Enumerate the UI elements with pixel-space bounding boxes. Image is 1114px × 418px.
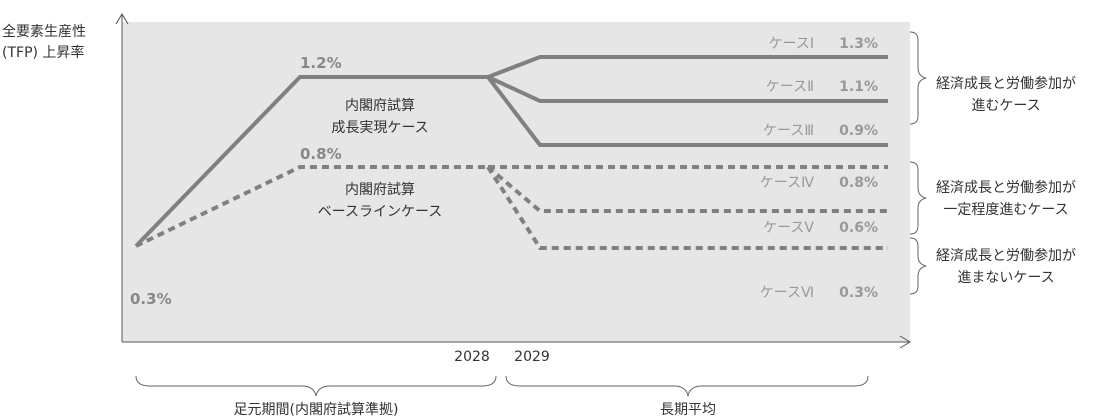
group-brace-3 xyxy=(909,237,927,295)
group-1-line-1: 経済成長と労働参加が xyxy=(936,75,1076,92)
case-3-value: 0.9% xyxy=(839,123,878,139)
case-4-label: ケースⅣ xyxy=(760,175,814,191)
case-6-label: ケースⅥ xyxy=(760,285,814,301)
branch-case-3-line xyxy=(486,75,888,147)
plot-area xyxy=(122,22,910,342)
x-tick-2029: 2029 xyxy=(514,349,550,365)
group-2-line-1: 経済成長と労働参加が xyxy=(936,179,1076,196)
growth-peak-label: 1.2% xyxy=(300,54,342,72)
y-axis-arrow xyxy=(115,13,129,25)
series-baseline-line xyxy=(135,165,488,248)
case-1-label: ケースⅠ xyxy=(769,36,814,52)
group-3-line-1: 経済成長と労働参加が xyxy=(936,247,1076,264)
period-brace-right xyxy=(505,375,869,397)
case-3-label: ケースⅢ xyxy=(763,123,814,139)
y-axis-title-line-1: 全要素生産性 xyxy=(2,24,86,40)
case-1-value: 1.3% xyxy=(839,36,878,52)
x-axis-arrow xyxy=(899,335,911,349)
group-brace-1 xyxy=(909,31,927,125)
period-brace-left xyxy=(135,375,497,397)
baseline-series-name-line-2: ベースラインケース xyxy=(318,204,443,220)
growth-series-name-line-2: 成長実現ケース xyxy=(331,120,428,136)
case-5-value: 0.6% xyxy=(839,220,878,236)
y-axis-title: 全要素生産性 (TFP) 上昇率 xyxy=(2,22,86,64)
growth-series-name-line-1: 内閣府試算 xyxy=(345,98,415,114)
baseline-peak-label: 0.8% xyxy=(300,145,342,163)
branch-case-2-line xyxy=(487,75,888,103)
case-6-value: 0.3% xyxy=(839,285,878,301)
group-brace-2 xyxy=(909,161,927,235)
series-growth-line xyxy=(134,75,488,248)
x-tick-2028: 2028 xyxy=(454,349,490,365)
period-label-recent: 足元期間(内閣府試算準拠) xyxy=(234,402,399,418)
case-2-value: 1.1% xyxy=(839,79,878,95)
baseline-series-name-line-1: 内閣府試算 xyxy=(345,182,415,198)
branch-case-1-line xyxy=(487,55,888,79)
group-1-line-2: 進むケース xyxy=(971,98,1040,114)
group-2-line-2: 一定程度進むケース xyxy=(943,202,1068,218)
y-axis-title-line-2: (TFP) 上昇率 xyxy=(2,45,85,61)
start-value-label: 0.3% xyxy=(130,290,172,308)
case-4-value: 0.8% xyxy=(839,175,878,191)
branch-case-5-line xyxy=(486,165,888,213)
period-label-longterm: 長期平均 xyxy=(660,402,716,418)
case-2-label: ケースⅡ xyxy=(766,79,814,95)
branch-case-6-line xyxy=(486,165,888,250)
group-3-line-2: 進まないケース xyxy=(957,270,1054,286)
case-5-label: ケースⅤ xyxy=(763,220,814,236)
